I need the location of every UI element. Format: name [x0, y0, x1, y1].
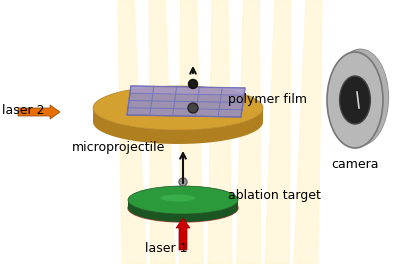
Polygon shape [127, 86, 245, 117]
Text: laser 2: laser 2 [2, 103, 44, 116]
Ellipse shape [188, 79, 198, 88]
Polygon shape [265, 0, 291, 264]
Polygon shape [118, 0, 146, 264]
Ellipse shape [188, 103, 198, 113]
FancyArrow shape [176, 218, 190, 250]
Polygon shape [294, 0, 322, 264]
Polygon shape [131, 86, 245, 96]
Polygon shape [93, 108, 263, 144]
Text: ablation target: ablation target [228, 190, 321, 202]
Polygon shape [149, 0, 175, 264]
Polygon shape [237, 0, 261, 264]
Ellipse shape [340, 76, 370, 124]
FancyArrow shape [18, 105, 60, 119]
Ellipse shape [327, 52, 383, 148]
Polygon shape [355, 49, 388, 148]
Ellipse shape [160, 195, 196, 201]
Ellipse shape [332, 49, 388, 145]
Polygon shape [128, 200, 238, 222]
Ellipse shape [128, 194, 238, 222]
Text: polymer film: polymer film [228, 93, 307, 106]
Polygon shape [179, 0, 203, 264]
Ellipse shape [128, 186, 238, 214]
Text: microprojectile: microprojectile [72, 142, 165, 154]
Ellipse shape [93, 86, 263, 130]
Text: laser 1: laser 1 [145, 242, 188, 255]
Polygon shape [208, 0, 232, 264]
Ellipse shape [179, 178, 187, 186]
Text: camera: camera [331, 158, 379, 171]
